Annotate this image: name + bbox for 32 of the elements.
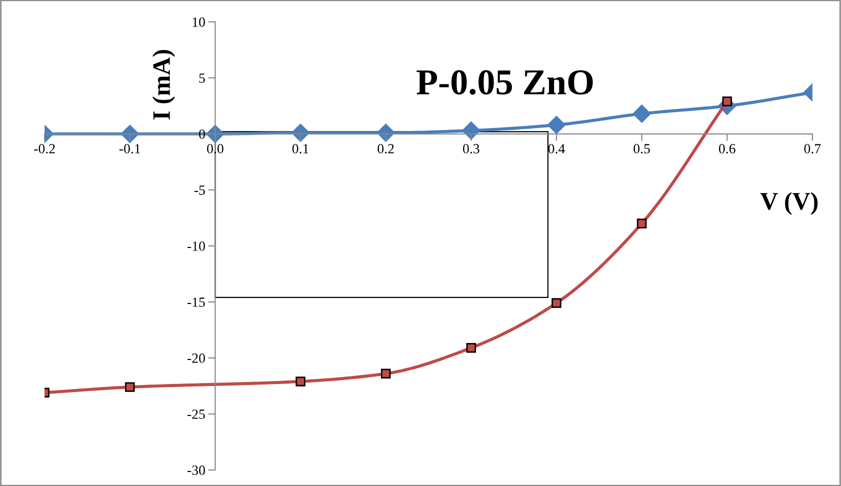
point bbox=[125, 382, 135, 392]
point bbox=[632, 104, 651, 123]
x-tick-label: -0.1 bbox=[119, 144, 140, 154]
y-tick-label: -10 bbox=[187, 242, 205, 251]
point bbox=[466, 342, 476, 353]
x-axis-title: V (V) bbox=[760, 192, 818, 215]
point bbox=[296, 376, 306, 386]
y-tick-label: -20 bbox=[187, 354, 205, 363]
point bbox=[120, 124, 140, 144]
point bbox=[552, 298, 562, 308]
x-tick-label: 0.3 bbox=[462, 144, 480, 154]
y-tick-label: -5 bbox=[194, 186, 205, 195]
point bbox=[380, 368, 391, 378]
point bbox=[291, 124, 310, 142]
y-tick-label: 5 bbox=[199, 74, 205, 83]
x-tick-label: 0.5 bbox=[634, 144, 650, 154]
x-tick-label: 0.7 bbox=[804, 144, 821, 154]
y-tick-label: -30 bbox=[187, 466, 205, 475]
x-tick-label: -0.2 bbox=[34, 144, 55, 154]
y-tick-label: -15 bbox=[187, 298, 205, 307]
text: P-0.05 ZnO bbox=[416, 70, 593, 95]
x-tick-label: 0.6 bbox=[718, 144, 736, 154]
point bbox=[636, 218, 647, 228]
x-tick-label: 0.1 bbox=[292, 144, 308, 154]
x-tick-label: 0.2 bbox=[378, 144, 394, 154]
point bbox=[376, 124, 396, 142]
y-tick-label: 10 bbox=[192, 17, 205, 27]
y-axis-title: I (mA) bbox=[152, 50, 176, 120]
point bbox=[722, 96, 732, 106]
point bbox=[547, 116, 566, 134]
x-tick-label: 0.0 bbox=[207, 144, 224, 154]
y-tick-label: -25 bbox=[187, 410, 205, 419]
